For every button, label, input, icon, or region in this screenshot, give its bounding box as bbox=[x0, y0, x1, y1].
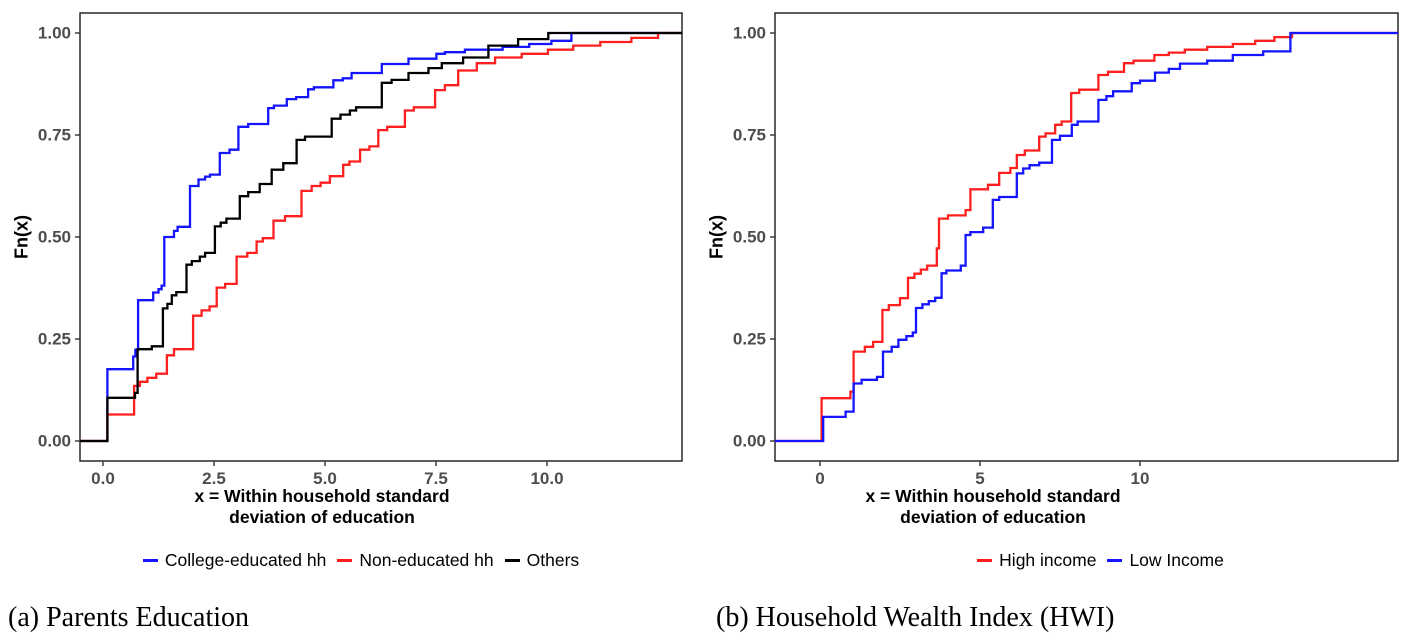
caption-panel-a: (a) Parents Education bbox=[8, 602, 250, 633]
x-tick-label: 0 bbox=[815, 469, 825, 488]
x-axis-title-left: x = Within household standard deviation … bbox=[112, 486, 532, 528]
ecdf-curve-low-income bbox=[775, 31, 1398, 443]
legend-line-swatch-black bbox=[504, 559, 520, 562]
y-tick-label: 0.00 bbox=[732, 431, 766, 451]
legend-label: Low Income bbox=[1129, 550, 1224, 570]
legend-left: College-educated hh Non-educated hh Othe… bbox=[60, 550, 662, 571]
legend-line-swatch-blue bbox=[1107, 559, 1123, 562]
legend-label: Others bbox=[526, 550, 580, 570]
legend-label: Non-educated hh bbox=[359, 550, 494, 570]
panel-border bbox=[774, 12, 1399, 462]
legend-label: College-educated hh bbox=[164, 550, 327, 570]
legend-line-swatch-red bbox=[337, 559, 353, 562]
y-tick-label: 0.50 bbox=[37, 227, 71, 247]
legend-right: High income Low Income bbox=[789, 550, 1404, 571]
y-tick-label: 0.25 bbox=[37, 329, 71, 349]
y-tick-label: 1.00 bbox=[37, 23, 71, 43]
x-tick-label: 7.5 bbox=[424, 469, 448, 488]
y-tick-label: 0.75 bbox=[37, 125, 71, 145]
x-tick-label: 0.0 bbox=[91, 469, 115, 488]
legend-label: High income bbox=[999, 550, 1097, 570]
x-tick-label: 5 bbox=[975, 469, 985, 488]
x-tick-label: 5.0 bbox=[313, 469, 337, 488]
x-axis-title-right: x = Within household standard deviation … bbox=[783, 486, 1203, 528]
y-tick-label: 0.25 bbox=[732, 329, 766, 349]
legend-item-high-income: High income bbox=[977, 550, 1096, 571]
legend-item-non-educated-hh: Non-educated hh bbox=[337, 550, 494, 571]
ecdf-curve-college-educated-hh bbox=[80, 31, 682, 443]
legend-item-college-educated-hh: College-educated hh bbox=[142, 550, 327, 571]
y-axis-title-right: Fn(x) bbox=[706, 215, 727, 259]
y-tick-label: 0.50 bbox=[732, 227, 766, 247]
ecdf-curve-non-educated-hh bbox=[80, 31, 682, 443]
x-tick-label: 10.0 bbox=[530, 469, 564, 488]
x-axis-title-right-line1: x = Within household standard bbox=[865, 486, 1121, 506]
ecdf-curve-high-income bbox=[775, 31, 1398, 443]
x-axis-title-right-line2: deviation of education bbox=[900, 507, 1086, 527]
y-axis-title-left: Fn(x) bbox=[11, 215, 32, 259]
x-axis-title-left-line1: x = Within household standard bbox=[194, 486, 450, 506]
y-tick-label: 0.75 bbox=[732, 125, 766, 145]
legend-line-swatch-blue bbox=[142, 559, 158, 562]
legend-item-low-income: Low Income bbox=[1107, 550, 1224, 571]
x-axis-title-left-line2: deviation of education bbox=[229, 507, 415, 527]
y-tick-label: 0.00 bbox=[37, 431, 71, 451]
x-tick-label: 2.5 bbox=[202, 469, 226, 488]
caption-panel-b: (b) Household Wealth Index (HWI) bbox=[716, 602, 1115, 633]
legend-item-others: Others bbox=[504, 550, 580, 571]
y-tick-label: 1.00 bbox=[732, 23, 766, 43]
legend-line-swatch-red bbox=[977, 559, 993, 562]
ecdf-curve-others bbox=[80, 31, 682, 443]
x-tick-label: 10 bbox=[1130, 469, 1150, 488]
